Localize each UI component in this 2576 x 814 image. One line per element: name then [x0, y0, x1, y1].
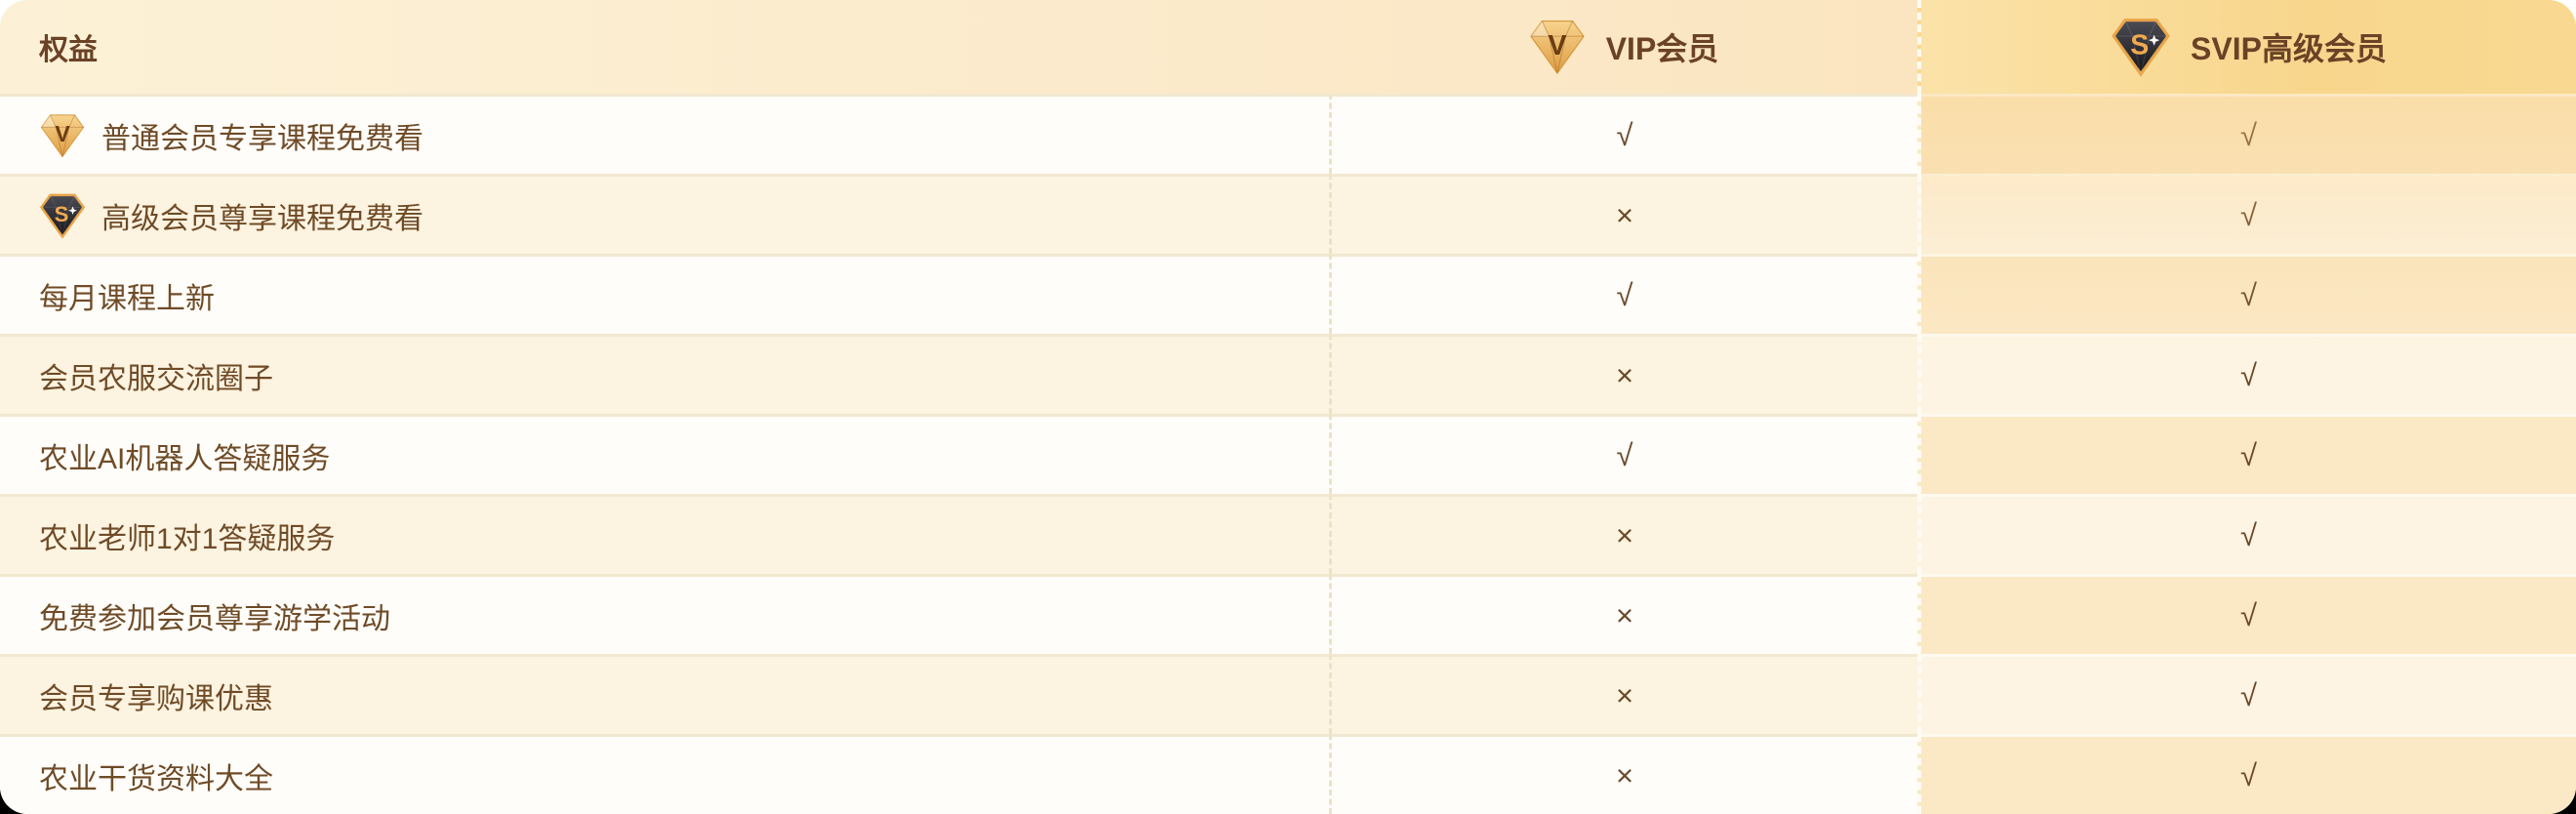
svip-mark: √ — [2239, 357, 2257, 392]
svip-mark-cell: √ — [1917, 654, 2576, 734]
svg-text:V: V — [1548, 30, 1567, 61]
vip-mark: × — [1615, 757, 1634, 793]
vip-mark: × — [1615, 197, 1634, 232]
svip-mark-cell: √ — [1917, 494, 2576, 574]
benefit-cell: 免费参加会员尊享游学活动 — [0, 574, 1329, 654]
benefit-label: 普通会员专享课程免费看 — [101, 122, 423, 155]
benefit-label: 每月课程上新 — [39, 282, 215, 315]
benefit-label: 高级会员尊享课程免费看 — [101, 202, 423, 235]
benefit-cell: 农业干货资料大全 — [0, 734, 1329, 814]
svg-text:V: V — [55, 121, 70, 146]
vip-mark-cell: √ — [1329, 94, 1917, 174]
benefit-cell: V 普通会员专享课程免费看 — [0, 94, 1329, 174]
benefit-cell: 每月课程上新 — [0, 254, 1329, 334]
vip-gem-icon: V — [1528, 18, 1587, 76]
vip-mark-cell: × — [1329, 174, 1917, 254]
svip-mark: √ — [2239, 197, 2257, 232]
benefit-cell: 农业老师1对1答疑服务 — [0, 494, 1329, 574]
vip-mark-cell: √ — [1329, 414, 1917, 494]
svip-mark-cell: √ — [1917, 254, 2576, 334]
vip-mark-cell: × — [1329, 734, 1917, 814]
vip-mark-cell: × — [1329, 574, 1917, 654]
benefit-cell: 农业AI机器人答疑服务 — [0, 414, 1329, 494]
svip-mark-cell: √ — [1917, 574, 2576, 654]
svip-gem-icon: S — [39, 192, 86, 239]
svip-mark: √ — [2239, 677, 2257, 712]
vip-mark: × — [1615, 517, 1634, 552]
vip-mark: √ — [1616, 277, 1633, 312]
svg-text:S: S — [55, 201, 69, 225]
benefit-label: 农业AI机器人答疑服务 — [39, 442, 331, 475]
svip-mark-cell: √ — [1917, 94, 2576, 174]
vip-mark: × — [1615, 597, 1634, 632]
svip-mark-cell: √ — [1917, 334, 2576, 414]
benefits-header-label: 权益 — [39, 34, 98, 66]
benefit-cell: S 高级会员尊享课程免费看 — [0, 174, 1329, 254]
svip-mark: √ — [2239, 757, 2257, 793]
vip-header-label: VIP会员 — [1605, 31, 1719, 66]
svip-mark: √ — [2239, 117, 2257, 152]
svip-mark: √ — [2239, 277, 2257, 312]
svip-header-label: SVIP高级会员 — [2191, 31, 2387, 66]
vip-mark: √ — [1616, 117, 1633, 152]
benefits-column-header: 权益 — [0, 0, 1329, 94]
benefit-label: 会员农服交流圈子 — [39, 362, 273, 395]
svip-mark-cell: √ — [1917, 174, 2576, 254]
svip-mark: √ — [2239, 517, 2257, 552]
vip-mark-cell: × — [1329, 654, 1917, 734]
vip-mark-cell: √ — [1329, 254, 1917, 334]
svip-gem-icon: S — [2111, 17, 2171, 77]
vip-mark-cell: × — [1329, 494, 1917, 574]
svip-mark-cell: √ — [1917, 414, 2576, 494]
vip-column-header: V VIP会员 — [1329, 0, 1917, 94]
benefit-cell: 会员农服交流圈子 — [0, 334, 1329, 414]
svip-mark: √ — [2239, 597, 2257, 632]
vip-mark-cell: × — [1329, 334, 1917, 414]
svg-text:S: S — [2130, 29, 2149, 61]
vip-mark: × — [1615, 357, 1634, 392]
vip-mark: √ — [1616, 437, 1633, 472]
benefit-cell: 会员专享购课优惠 — [0, 654, 1329, 734]
svip-column-header: S SVIP高级会员 — [1917, 0, 2576, 94]
vip-gem-icon: V — [39, 112, 86, 159]
svip-mark-cell: √ — [1917, 734, 2576, 814]
svip-mark: √ — [2239, 437, 2257, 472]
benefit-label: 农业干货资料大全 — [39, 762, 273, 795]
benefit-label: 农业老师1对1答疑服务 — [39, 522, 336, 555]
benefit-label: 会员专享购课优惠 — [39, 682, 273, 715]
benefit-label: 免费参加会员尊享游学活动 — [39, 602, 390, 635]
vip-mark: × — [1615, 677, 1634, 712]
